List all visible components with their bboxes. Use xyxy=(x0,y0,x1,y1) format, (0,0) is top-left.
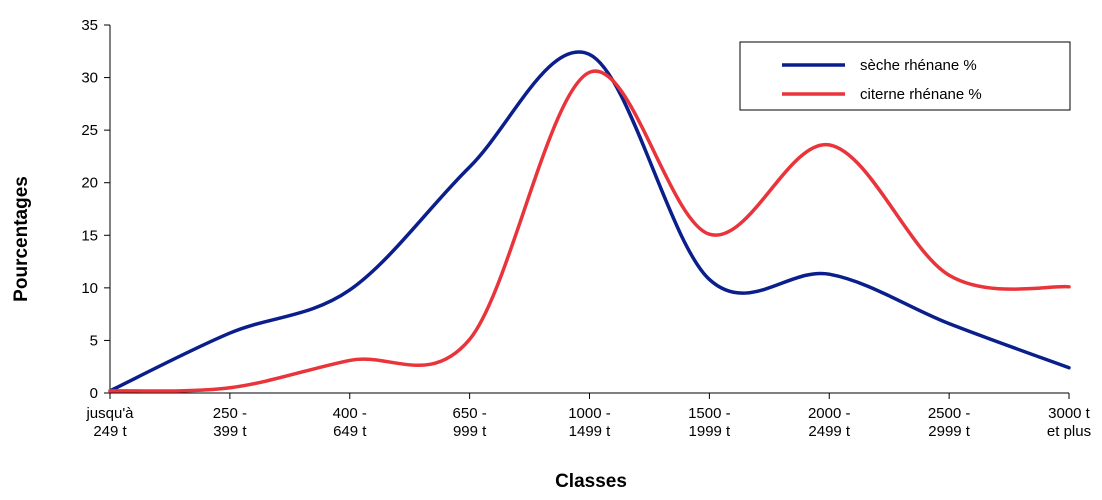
series-line-seche xyxy=(108,50,1071,393)
x-tick-label: 250 -399 t xyxy=(213,405,248,440)
y-tick-label: 25 xyxy=(81,122,98,139)
y-tick-label: 30 xyxy=(81,70,98,87)
x-tick-label: 2500 -2999 t xyxy=(928,405,971,440)
x-axis-title: Classes xyxy=(555,471,627,492)
x-tick-label: 2000 -2499 t xyxy=(808,405,851,440)
legend-label-seche: sèche rhénane % xyxy=(860,57,977,74)
y-tick-label: 10 xyxy=(81,280,98,297)
y-tick-label: 5 xyxy=(90,332,98,349)
x-tick-label: 1500 -1999 t xyxy=(688,405,731,440)
series-line-citerne xyxy=(108,69,1071,393)
legend-label-citerne: citerne rhénane % xyxy=(860,86,982,103)
legend: sèche rhénane % citerne rhénane % xyxy=(739,41,1071,111)
y-tick-label: 15 xyxy=(81,227,98,244)
x-tick-label: 3000 t et plus xyxy=(1047,405,1091,440)
y-tick-label: 20 xyxy=(81,175,98,192)
x-axis: jusqu'à 249 t 250 -399 t 400 -649 t 650 -999… xyxy=(85,392,1091,440)
x-tick-label: 400 -649 t xyxy=(333,405,368,440)
x-tick-label: 1000 -1499 t xyxy=(568,405,611,440)
legend-box xyxy=(739,41,1071,111)
y-tick-label: 35 xyxy=(81,17,98,34)
x-tick-label: jusqu'à 249 t xyxy=(85,405,134,440)
series-layer xyxy=(108,50,1071,393)
y-tick-label: 0 xyxy=(90,385,98,402)
y-axis-title: Pourcentages xyxy=(11,176,32,302)
x-tick-label: 650 -999 t xyxy=(453,405,488,440)
y-axis: 0 5 10 15 20 25 30 35 xyxy=(81,17,111,402)
